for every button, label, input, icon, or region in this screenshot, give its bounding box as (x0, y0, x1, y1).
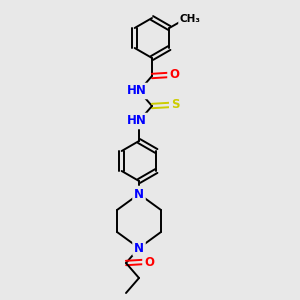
Text: HN: HN (127, 115, 147, 128)
Text: S: S (171, 98, 179, 112)
Text: O: O (169, 68, 179, 82)
Text: N: N (134, 242, 144, 254)
Text: N: N (134, 188, 144, 200)
Text: O: O (144, 256, 154, 268)
Text: CH₃: CH₃ (180, 14, 201, 24)
Text: HN: HN (127, 85, 147, 98)
